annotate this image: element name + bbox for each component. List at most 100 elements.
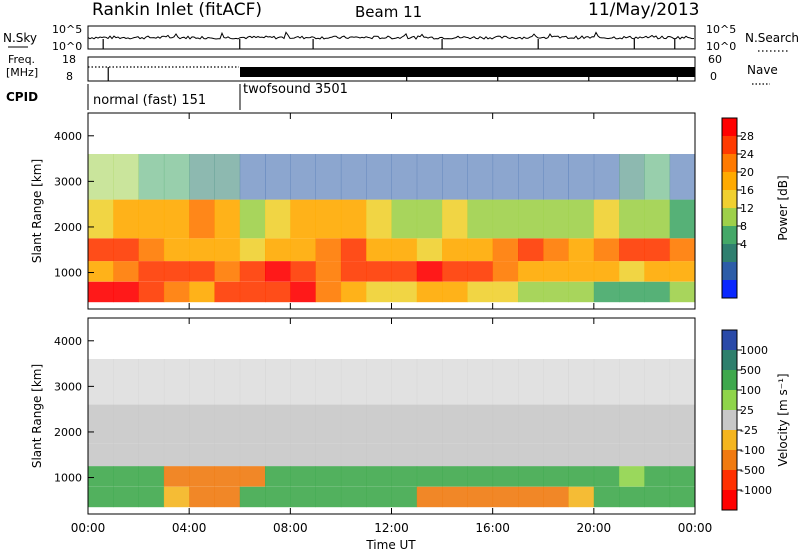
power-cell (113, 154, 139, 200)
power-cell (366, 154, 392, 200)
velocity-cell (138, 404, 165, 444)
velocity-cell (138, 486, 165, 508)
power-cell (568, 261, 595, 282)
power-cell (619, 261, 645, 282)
velocity-cell (315, 466, 342, 487)
velocity-cell (669, 443, 696, 467)
power-cell (467, 261, 494, 282)
velocity-colorbar-frame (721, 329, 738, 511)
power-cell (315, 154, 342, 200)
velocity-cell (340, 466, 367, 487)
velocity-cell (163, 404, 190, 444)
power-cell (265, 281, 291, 303)
power-cell (518, 154, 544, 200)
power-colorbar: 28 24 20 16 12 8 4 Power [dB] (721, 117, 790, 299)
velocity-cell (543, 359, 569, 405)
velocity-cell (492, 486, 519, 508)
cpid-segment-2: twofsound 3501 (243, 82, 348, 97)
power-cell (88, 154, 114, 200)
power-cell (239, 261, 266, 282)
power-cell (189, 154, 215, 200)
power-cell (492, 199, 519, 239)
power-cell (138, 199, 165, 239)
power-cell (163, 154, 190, 200)
power-cell (391, 199, 418, 239)
power-colorbar-tick-label: 4 (740, 238, 747, 251)
velocity-cell (391, 404, 418, 444)
power-cell (113, 281, 139, 303)
power-cell (391, 154, 418, 200)
power-cell (619, 154, 645, 200)
power-cell (290, 281, 316, 303)
power-cell (644, 281, 671, 303)
nsky-tick-top: 10^5 (52, 23, 82, 36)
power-cell (88, 261, 114, 282)
velocity-cell (88, 443, 114, 467)
velocity-cell (518, 486, 544, 508)
power-colorbar-swatch (722, 118, 737, 137)
power-cell (669, 154, 696, 200)
velocity-cell (391, 486, 418, 508)
velocity-cell (619, 443, 645, 467)
power-cell (290, 154, 316, 200)
power-ytick-label: 2000 (54, 221, 82, 234)
velocity-colorbar-swatch (722, 490, 737, 511)
velocity-cell (189, 359, 215, 405)
velocity-cell (366, 404, 392, 444)
power-cell (644, 154, 671, 200)
power-colorbar-tick-label: 12 (740, 202, 754, 215)
power-cell (138, 238, 165, 262)
velocity-cell (163, 486, 190, 508)
freq-tick-bottom: 8 (66, 70, 73, 83)
velocity-cell (619, 486, 645, 508)
velocity-cell (239, 466, 266, 487)
velocity-colorbar-swatch (722, 430, 737, 451)
nsky-line (87, 31, 695, 40)
velocity-colorbar-swatches (722, 330, 737, 511)
power-cell (543, 238, 569, 262)
velocity-cell (88, 486, 114, 508)
power-cell (265, 199, 291, 239)
velocity-cell (669, 404, 696, 444)
power-cell (88, 238, 114, 262)
power-cell (163, 238, 190, 262)
power-cell (138, 281, 165, 303)
power-cell (467, 238, 494, 262)
velocity-colorbar-tick-label: 100 (740, 384, 761, 397)
power-cell (492, 154, 519, 200)
x-tick-label: 04:00 (172, 521, 207, 535)
power-cell (214, 261, 241, 282)
power-colorbar-tick-label: 20 (740, 166, 754, 179)
power-cell (391, 261, 418, 282)
velocity-cell (163, 466, 190, 487)
velocity-colorbar-ticks: 1000 500 100 25 -25 -100 -500 -1000 (737, 344, 772, 497)
power-cell (113, 199, 139, 239)
power-cell (88, 199, 114, 239)
power-cell (518, 261, 544, 282)
freq-tick-top: 18 (62, 53, 76, 66)
velocity-cell (290, 466, 316, 487)
velocity-cell (163, 359, 190, 405)
power-cell (568, 154, 595, 200)
velocity-colorbar: 1000 500 100 25 -25 -100 -500 -1000 Velocity [m… (721, 329, 790, 511)
velocity-cell (467, 443, 494, 467)
velocity-cell (214, 466, 241, 487)
velocity-ytick-label: 4000 (54, 335, 82, 348)
power-cell (593, 199, 620, 239)
velocity-cell (366, 486, 392, 508)
velocity-cell (214, 443, 241, 467)
power-cell (214, 199, 241, 239)
velocity-cell (340, 486, 367, 508)
power-cell (467, 199, 494, 239)
power-cell (239, 154, 266, 200)
velocity-cell (239, 443, 266, 467)
power-ytick-label: 1000 (54, 267, 82, 280)
velocity-cell (189, 404, 215, 444)
power-cell (239, 238, 266, 262)
power-colorbar-swatch (722, 190, 737, 209)
power-cell (189, 261, 215, 282)
power-cell (290, 199, 316, 239)
nsearch-tick-bottom: 10^0 (706, 40, 736, 53)
power-cell (340, 199, 367, 239)
